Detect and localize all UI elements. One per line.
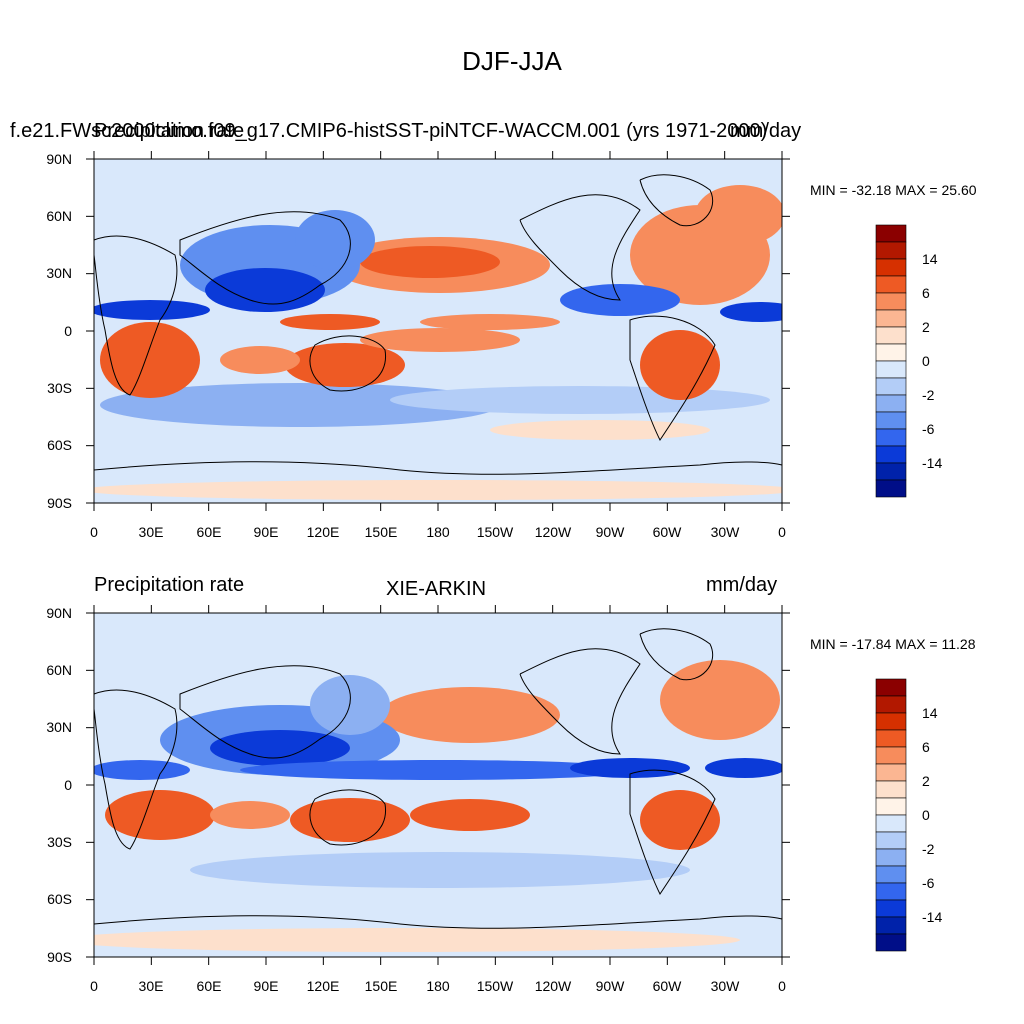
lat-tick-label: 60S <box>47 891 72 907</box>
south-america-positive <box>640 790 720 850</box>
min-max-stats: MIN = -17.84 MAX = 11.28 <box>810 636 976 652</box>
colorbar-box <box>875 695 907 714</box>
lon-tick-label: 60E <box>196 978 222 994</box>
lon-tick-label: 90W <box>595 978 625 994</box>
colorbar-label: -14 <box>922 455 943 471</box>
tropical-negative-band <box>94 300 210 320</box>
lon-tick-label: 120E <box>306 524 340 540</box>
colorbar-label: -14 <box>922 909 943 925</box>
colorbar-label: 14 <box>922 705 938 721</box>
lon-tick-label: 120W <box>534 978 572 994</box>
lat-tick-label: 30N <box>46 265 72 281</box>
lon-tick-label: 90E <box>253 978 279 994</box>
lat-tick-label: 0 <box>64 777 72 793</box>
colorbar-label: -6 <box>922 421 935 437</box>
lon-tick-label: 30W <box>710 524 740 540</box>
lat-tick-label: 30S <box>47 834 72 850</box>
panel-units-label: mm/day <box>730 120 802 142</box>
north-pacific-positive <box>380 687 560 743</box>
lon-tick-label: 120W <box>534 524 572 540</box>
panel-left-label: Precipitation rate <box>94 120 245 142</box>
coastlines <box>93 628 783 929</box>
lat-tick-label: 30N <box>46 719 72 735</box>
lat-tick-label: 90S <box>47 495 72 511</box>
lat-tick-label: 60N <box>46 208 72 224</box>
lon-tick-label: 90E <box>253 524 279 540</box>
lon-tick-label: 150W <box>476 978 514 994</box>
colorbar-label: 2 <box>922 319 930 335</box>
lon-tick-label: 60W <box>652 524 682 540</box>
lon-tick-label: 60W <box>652 978 682 994</box>
colorbar-box <box>875 678 907 697</box>
colorbar-label: -2 <box>922 387 935 403</box>
min-max-stats: MIN = -32.18 MAX = 25.60 <box>810 182 977 198</box>
colorbar-box <box>875 763 907 782</box>
southern-ocean-band <box>100 383 500 427</box>
lon-tick-label: 0 <box>778 978 786 994</box>
australia-positive <box>285 343 405 387</box>
lat-tick-label: 90N <box>46 151 72 167</box>
lat-tick-label: 60S <box>47 437 72 453</box>
panel-left-label: Precipitation rate <box>94 574 245 596</box>
panel-center-label: XIE-ARKIN <box>386 578 487 600</box>
southern-africa-positive <box>105 790 215 840</box>
lon-tick-label: 120E <box>306 978 340 994</box>
coastlines <box>93 174 783 475</box>
lon-tick-label: 180 <box>426 978 450 994</box>
colorbar-box <box>875 797 907 816</box>
colorbar-label: -6 <box>922 875 935 891</box>
colorbar-label: 0 <box>922 353 930 369</box>
colorbar-box <box>875 729 907 748</box>
model-panel: Precipitation rate f.e21.FWsc2000climo.f… <box>10 120 977 198</box>
colorbar-box <box>875 814 907 833</box>
colorbar-label: 2 <box>922 773 930 789</box>
lon-tick-label: 150E <box>364 524 398 540</box>
colorbar-box <box>875 882 907 901</box>
lat-tick-label: 90N <box>46 605 72 621</box>
australia-positive <box>290 798 410 842</box>
lon-tick-label: 150E <box>364 978 398 994</box>
colorbar-box <box>875 899 907 918</box>
colorbar-label: 6 <box>922 285 930 301</box>
colorbar-box <box>875 848 907 867</box>
colorbar-label: 14 <box>922 251 938 267</box>
colorbar-box <box>875 780 907 799</box>
panel-units-label: mm/day <box>706 574 778 596</box>
lon-tick-label: 30E <box>138 978 164 994</box>
ocean-background <box>94 613 782 957</box>
colorbar-box <box>875 479 907 498</box>
lon-tick-label: 180 <box>426 524 450 540</box>
colorbar-box <box>875 746 907 765</box>
southern-africa-positive <box>100 322 200 398</box>
lat-tick-label: 0 <box>64 323 72 339</box>
lon-tick-label: 30E <box>138 524 164 540</box>
lat-tick-label: 30S <box>47 380 72 396</box>
colorbar-box <box>875 831 907 850</box>
figure-title: DJF-JJA <box>462 46 562 76</box>
colorbar-box <box>875 916 907 935</box>
lon-tick-label: 60E <box>196 524 222 540</box>
colorbar-label: 0 <box>922 807 930 823</box>
colorbar-label: -2 <box>922 841 935 857</box>
lon-tick-label: 0 <box>90 524 98 540</box>
lat-tick-label: 90S <box>47 949 72 965</box>
colorbar-box <box>875 933 907 952</box>
panel-center-label: f.e21.FWsc2000climo.f09_g17.CMIP6-histSS… <box>10 120 768 142</box>
colorbar-box <box>875 865 907 884</box>
lon-tick-label: 0 <box>90 978 98 994</box>
lon-tick-label: 30W <box>710 978 740 994</box>
lat-tick-label: 60N <box>46 662 72 678</box>
lon-tick-label: 0 <box>778 524 786 540</box>
south-america-positive <box>640 330 720 400</box>
colorbar-label: 6 <box>922 739 930 755</box>
lon-tick-label: 90W <box>595 524 625 540</box>
colorbar-box <box>875 712 907 731</box>
lon-tick-label: 150W <box>476 524 514 540</box>
